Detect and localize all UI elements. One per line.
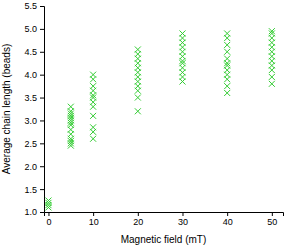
chart: 0 10 20 30 40 50 1.0 1.5 2.0 2.5 3.0 3.5 4.0 4.5 5.0 5.…	[0, 0, 293, 248]
tick-mark	[40, 143, 44, 144]
axis-line	[45, 213, 284, 217]
point	[269, 81, 275, 87]
tick: 3.5	[24, 93, 44, 103]
point	[224, 49, 230, 55]
point	[68, 104, 74, 110]
tick-mark	[40, 6, 44, 7]
tick-mark	[40, 120, 44, 121]
tick-label: 30	[178, 217, 188, 227]
tick: 5.0	[24, 24, 44, 34]
tick-mark	[227, 212, 228, 216]
tick-mark	[40, 29, 44, 30]
tick-mark	[93, 212, 94, 216]
tick: 1.5	[24, 184, 44, 194]
tick: 5.5	[24, 1, 44, 11]
tick-mark	[40, 212, 44, 213]
tick: 30	[178, 212, 188, 227]
tick-label: 5.0	[24, 24, 37, 34]
y-axis-title: Average chain length (beads)	[1, 44, 12, 174]
point	[90, 136, 96, 142]
point	[224, 56, 230, 62]
point	[90, 113, 96, 119]
tick: 10	[89, 212, 99, 227]
tick: 4.0	[24, 70, 44, 80]
point	[90, 83, 96, 89]
tick: 4.5	[24, 47, 44, 57]
x-axis-title: Magnetic field (mT)	[121, 234, 207, 245]
point	[90, 124, 96, 130]
tick-label: 3.0	[24, 116, 37, 126]
tick: 50	[267, 212, 277, 227]
tick: 1.0	[24, 207, 44, 217]
tick-label: 1.0	[24, 207, 37, 217]
tick: 3.0	[24, 116, 44, 126]
tick-label: 4.0	[24, 70, 37, 80]
point	[45, 198, 51, 204]
tick-label: 20	[133, 217, 143, 227]
point	[224, 90, 230, 96]
point	[269, 74, 275, 80]
tick-label: 1.5	[24, 184, 37, 194]
point	[269, 28, 275, 34]
tick-label: 2.0	[24, 162, 37, 172]
tick: 40	[223, 212, 233, 227]
tick-mark	[48, 212, 49, 216]
axis-line	[40, 7, 45, 213]
tick-label: 40	[223, 217, 233, 227]
y-axis: 1.0 1.5 2.0 2.5 3.0 3.5 4.0 4.5 5.0 5.5	[24, 1, 44, 217]
tick-label: 4.5	[24, 47, 37, 57]
tick-mark	[138, 212, 139, 216]
tick-mark	[40, 98, 44, 99]
tick-label: 5.5	[24, 1, 37, 11]
x-axis: 0 10 20 30 40 50	[45, 212, 284, 227]
tick-label: 2.5	[24, 139, 37, 149]
tick-label: 10	[89, 217, 99, 227]
point	[224, 83, 230, 89]
tick-label: 0	[46, 217, 51, 227]
points	[45, 28, 274, 210]
tick: 0	[46, 212, 51, 227]
tick: 2.0	[24, 162, 44, 172]
tick: 20	[133, 212, 143, 227]
point	[135, 46, 141, 52]
tick-mark	[40, 189, 44, 190]
tick-mark	[40, 166, 44, 167]
plot-area: 0 10 20 30 40 50 1.0 1.5 2.0 2.5 3.0 3.5 4.0 4.5 5.0 5.…	[24, 1, 283, 227]
tick-label: 50	[267, 217, 277, 227]
point	[179, 30, 185, 36]
tick: 2.5	[24, 139, 44, 149]
tick-label: 3.5	[24, 93, 37, 103]
point	[135, 108, 141, 114]
point	[90, 72, 96, 78]
point	[224, 42, 230, 48]
point	[224, 30, 230, 36]
point	[135, 95, 141, 101]
tick-mark	[40, 52, 44, 53]
tick-mark	[272, 212, 273, 216]
tick-mark	[40, 75, 44, 76]
tick-mark	[182, 212, 183, 216]
